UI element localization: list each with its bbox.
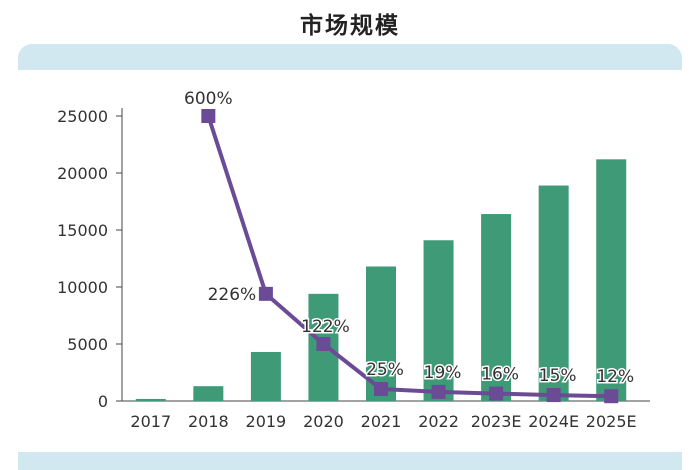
growth-label-2018: 600% bbox=[184, 89, 233, 109]
growth-label-2020: 122% bbox=[301, 317, 350, 337]
growth-label-2019: 226% bbox=[208, 285, 257, 305]
bar-series bbox=[135, 159, 627, 401]
bar-2024E bbox=[538, 185, 569, 401]
x-tick-label: 2017 bbox=[130, 412, 171, 431]
y-tick-label: 20000 bbox=[57, 164, 108, 183]
x-tick-label: 2023E bbox=[471, 412, 522, 431]
growth-label-2025E: 12% bbox=[596, 367, 634, 387]
growth-marker-2025E bbox=[604, 389, 619, 404]
y-tick-label: 5000 bbox=[67, 335, 108, 354]
growth-marker-2020 bbox=[316, 337, 331, 351]
bar-2021 bbox=[366, 266, 396, 401]
growth-label-2022: 19% bbox=[424, 363, 462, 383]
x-tick-label: 2022 bbox=[418, 412, 459, 431]
y-tick-label: 25000 bbox=[57, 107, 108, 126]
growth-labels: 600% 226% 122% 25% 19% 16% 15% 12% bbox=[183, 88, 636, 389]
y-tick-label: 10000 bbox=[57, 278, 108, 297]
bar-2017 bbox=[135, 398, 166, 401]
x-tick-label: 2024E bbox=[528, 412, 579, 431]
growth-marker-2019 bbox=[258, 286, 273, 301]
panel-footer-band bbox=[18, 452, 682, 470]
growth-line-series bbox=[201, 109, 619, 404]
growth-label-2023E: 16% bbox=[481, 365, 519, 385]
growth-label-2021: 25% bbox=[366, 360, 404, 380]
x-tick-label: 2018 bbox=[188, 412, 229, 431]
x-tick-label: 2021 bbox=[361, 412, 402, 431]
bar-2019 bbox=[250, 351, 281, 401]
bar-2022 bbox=[423, 240, 454, 401]
growth-marker-2018 bbox=[201, 109, 216, 123]
y-axis: 0 5000 10000 15000 20000 25000 bbox=[57, 107, 123, 411]
growth-label-2024E: 15% bbox=[539, 366, 577, 386]
x-tick-label: 2019 bbox=[246, 412, 287, 431]
growth-marker-2024E bbox=[546, 388, 561, 403]
growth-line bbox=[206, 115, 612, 399]
chart-title: 市场规模 bbox=[300, 13, 400, 39]
growth-marker-2021 bbox=[374, 382, 388, 397]
growth-marker-2023E bbox=[489, 386, 504, 401]
x-axis: 2017 2018 2019 2020 2021 2022 2023E 2024E 2025E bbox=[122, 400, 650, 431]
bar-2025E bbox=[596, 159, 627, 401]
chart-panel bbox=[18, 70, 682, 470]
bar-2018 bbox=[193, 386, 224, 401]
y-tick-label: 15000 bbox=[57, 221, 108, 240]
y-tick-label: 0 bbox=[98, 392, 108, 411]
growth-marker-2022 bbox=[431, 384, 446, 399]
bar-2023E bbox=[481, 214, 512, 401]
x-tick-label: 2020 bbox=[303, 412, 344, 431]
x-tick-label: 2025E bbox=[586, 412, 637, 431]
